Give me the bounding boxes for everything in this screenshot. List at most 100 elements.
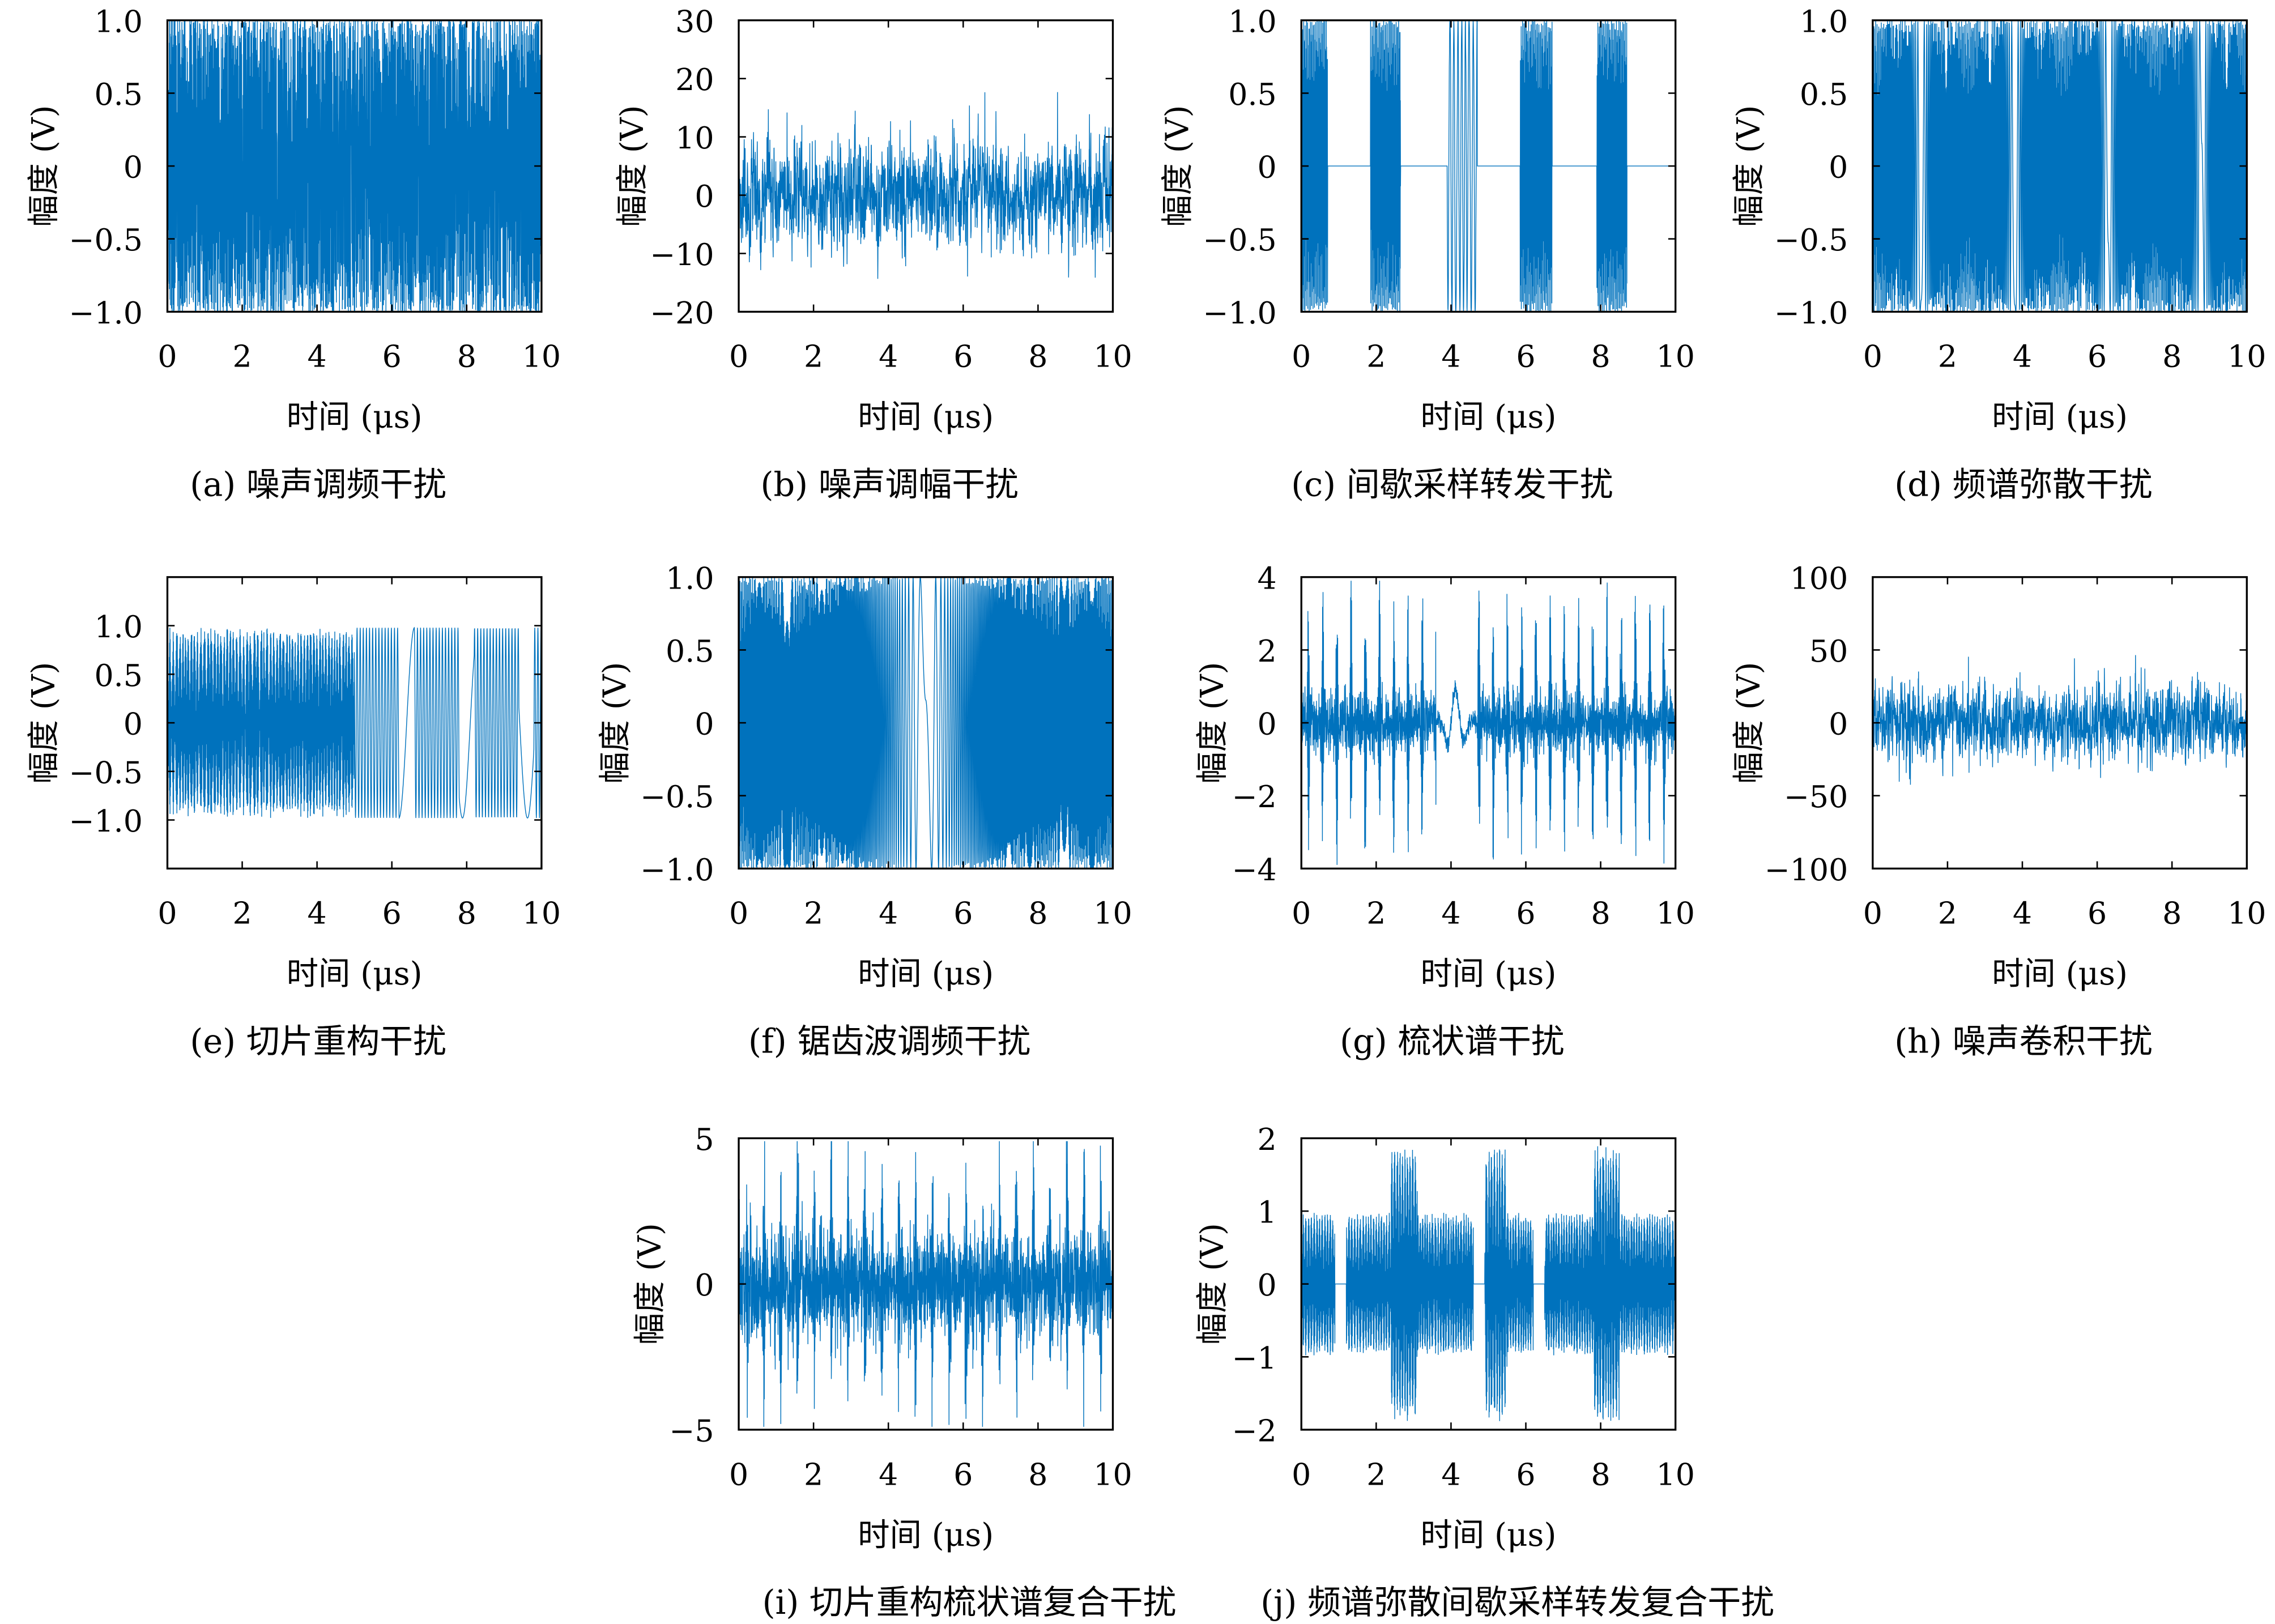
y-tick-label: 0 (695, 1267, 714, 1303)
y-tick-label: 50 (1809, 633, 1848, 669)
y-tick-label: −100 (1765, 852, 1848, 888)
y-tick-label: 0 (1258, 1267, 1277, 1303)
x-axis-label: 时间 (μs) (858, 1517, 994, 1554)
x-tick-label: 2 (1366, 896, 1386, 931)
y-axis-label: 幅度 (V) (25, 105, 62, 227)
y-tick-label: 10 (675, 120, 714, 156)
y-tick-label: −0.5 (69, 222, 143, 258)
x-axis-label: 时间 (μs) (1421, 1517, 1557, 1554)
x-tick-label: 4 (308, 339, 327, 374)
x-tick-label: 8 (1591, 896, 1611, 931)
x-tick-label: 10 (1093, 339, 1132, 374)
x-tick-label: 8 (2162, 339, 2182, 374)
y-axis-label: 幅度 (V) (1731, 105, 1767, 227)
y-axis-label: 幅度 (V) (1194, 662, 1231, 784)
x-tick-label: 0 (1292, 339, 1311, 374)
subplot-caption-c: (c) 间歇采样转发干扰 (1291, 464, 1613, 504)
x-tick-label: 4 (2013, 896, 2032, 931)
x-tick-label: 6 (382, 339, 402, 374)
subplot-caption-d: (d) 频谱弥散干扰 (1894, 464, 2152, 504)
x-tick-label: 2 (1938, 339, 1957, 374)
x-tick-label: 8 (2162, 896, 2182, 931)
y-axis-label: 幅度 (V) (1160, 105, 1196, 227)
x-tick-label: 2 (232, 896, 252, 931)
y-tick-label: 100 (1790, 560, 1848, 596)
y-tick-label: 20 (675, 62, 714, 97)
y-tick-label: −50 (1784, 779, 1848, 815)
x-tick-label: 4 (308, 896, 327, 931)
y-tick-label: 0.5 (94, 658, 142, 693)
y-tick-label: −2 (1232, 1413, 1277, 1448)
y-tick-label: −1.0 (69, 803, 143, 839)
x-tick-label: 8 (1028, 896, 1047, 931)
x-tick-label: 6 (382, 896, 402, 931)
x-tick-label: 2 (1366, 1456, 1386, 1492)
x-tick-label: 10 (1656, 339, 1694, 374)
subplot-caption-i: (i) 切片重构梳状谱复合干扰 (762, 1583, 1177, 1622)
y-axis-label: 幅度 (V) (597, 662, 633, 784)
x-tick-label: 4 (879, 339, 898, 374)
y-tick-label: 0 (1258, 706, 1277, 742)
y-axis-label: 幅度 (V) (614, 105, 651, 227)
x-tick-label: 0 (1292, 896, 1311, 931)
x-tick-label: 6 (2087, 339, 2107, 374)
subplot-caption-e: (e) 切片重构干扰 (190, 1021, 446, 1060)
x-tick-label: 4 (1441, 896, 1460, 931)
x-tick-label: 10 (1656, 896, 1694, 931)
y-tick-label: −0.5 (640, 779, 714, 815)
series-line-e (167, 626, 542, 819)
x-tick-label: 0 (1863, 339, 1882, 374)
x-tick-label: 6 (1516, 339, 1535, 374)
x-tick-label: 10 (2227, 339, 2266, 374)
y-tick-label: 1.0 (94, 3, 142, 39)
x-tick-label: 2 (1366, 339, 1386, 374)
series-line-d (1872, 20, 2247, 312)
y-tick-label: 0 (123, 150, 143, 185)
subplot-caption-b: (b) 噪声调幅干扰 (761, 464, 1019, 504)
series-line-j (1301, 1146, 1676, 1421)
y-tick-label: 0 (695, 706, 714, 742)
x-axis-label: 时间 (μs) (287, 956, 423, 992)
x-tick-label: 6 (953, 896, 973, 931)
series-line-f (739, 577, 1113, 869)
plot-frame-b (738, 19, 1114, 313)
x-tick-label: 10 (2227, 896, 2266, 931)
x-tick-label: 6 (1516, 1456, 1535, 1492)
series-line-i (739, 1141, 1113, 1427)
x-axis-label: 时间 (μs) (858, 956, 994, 992)
y-tick-label: 0 (1829, 150, 1848, 185)
y-tick-label: −5 (669, 1413, 714, 1448)
x-tick-label: 6 (953, 339, 973, 374)
x-tick-label: 8 (457, 339, 476, 374)
x-tick-label: 8 (457, 896, 476, 931)
x-axis-label: 时间 (μs) (287, 399, 423, 436)
y-tick-label: 1.0 (1228, 3, 1276, 39)
y-tick-label: −1 (1232, 1340, 1277, 1376)
x-axis-label: 时间 (μs) (1992, 399, 2128, 436)
x-tick-label: 10 (1093, 896, 1132, 931)
x-tick-label: 4 (1441, 339, 1460, 374)
x-tick-label: 0 (729, 1456, 748, 1492)
x-tick-label: 0 (1292, 1456, 1311, 1492)
x-tick-label: 0 (729, 896, 748, 931)
y-axis-label: 幅度 (V) (1731, 662, 1767, 784)
y-tick-label: 1.0 (1800, 3, 1848, 39)
x-tick-label: 2 (804, 896, 823, 931)
y-tick-label: −0.5 (69, 755, 143, 790)
y-tick-label: 0.5 (94, 76, 142, 112)
y-tick-label: −1.0 (1203, 295, 1277, 331)
series-line-b (739, 92, 1113, 279)
x-tick-label: 8 (1591, 339, 1611, 374)
y-tick-label: −1.0 (69, 295, 143, 331)
y-tick-label: 0.5 (1800, 76, 1848, 112)
x-tick-label: 4 (879, 896, 898, 931)
series-line-a (167, 20, 542, 312)
subplot-caption-j: (j) 频谱弥散间歇采样转发复合干扰 (1260, 1583, 1774, 1622)
y-tick-label: −20 (650, 295, 714, 331)
x-tick-label: 2 (804, 1456, 823, 1492)
y-tick-label: 0.5 (1228, 76, 1276, 112)
x-tick-label: 10 (1093, 1456, 1132, 1492)
x-axis-label: 时间 (μs) (1421, 956, 1557, 992)
y-tick-label: 0 (1258, 150, 1277, 185)
x-tick-label: 8 (1028, 1456, 1047, 1492)
